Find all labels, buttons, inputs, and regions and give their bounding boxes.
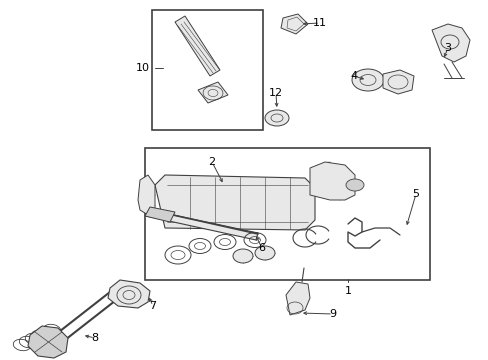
Polygon shape: [431, 24, 469, 62]
Ellipse shape: [254, 246, 274, 260]
Polygon shape: [175, 16, 220, 76]
Text: 8: 8: [91, 333, 99, 343]
Ellipse shape: [346, 179, 363, 191]
Polygon shape: [285, 282, 309, 315]
Ellipse shape: [232, 249, 252, 263]
Polygon shape: [309, 162, 354, 200]
Text: 3: 3: [444, 43, 450, 53]
Polygon shape: [28, 326, 68, 358]
Text: 1: 1: [344, 286, 351, 296]
Bar: [145, 148, 429, 280]
Polygon shape: [146, 210, 258, 240]
Polygon shape: [155, 175, 314, 230]
Ellipse shape: [264, 110, 288, 126]
Text: 6: 6: [258, 243, 265, 253]
Text: 7: 7: [149, 301, 156, 311]
Text: 12: 12: [268, 88, 283, 98]
Text: 10: 10: [136, 63, 150, 73]
Polygon shape: [198, 82, 227, 103]
Polygon shape: [138, 175, 155, 215]
Polygon shape: [382, 70, 413, 94]
Text: 5: 5: [412, 189, 419, 199]
Text: 2: 2: [208, 157, 215, 167]
Text: 4: 4: [350, 71, 357, 81]
Text: 11: 11: [312, 18, 326, 28]
Bar: [152, 10, 263, 130]
Ellipse shape: [351, 69, 383, 91]
Polygon shape: [281, 14, 307, 34]
Polygon shape: [145, 207, 175, 222]
Text: 9: 9: [329, 309, 336, 319]
Polygon shape: [108, 280, 150, 308]
